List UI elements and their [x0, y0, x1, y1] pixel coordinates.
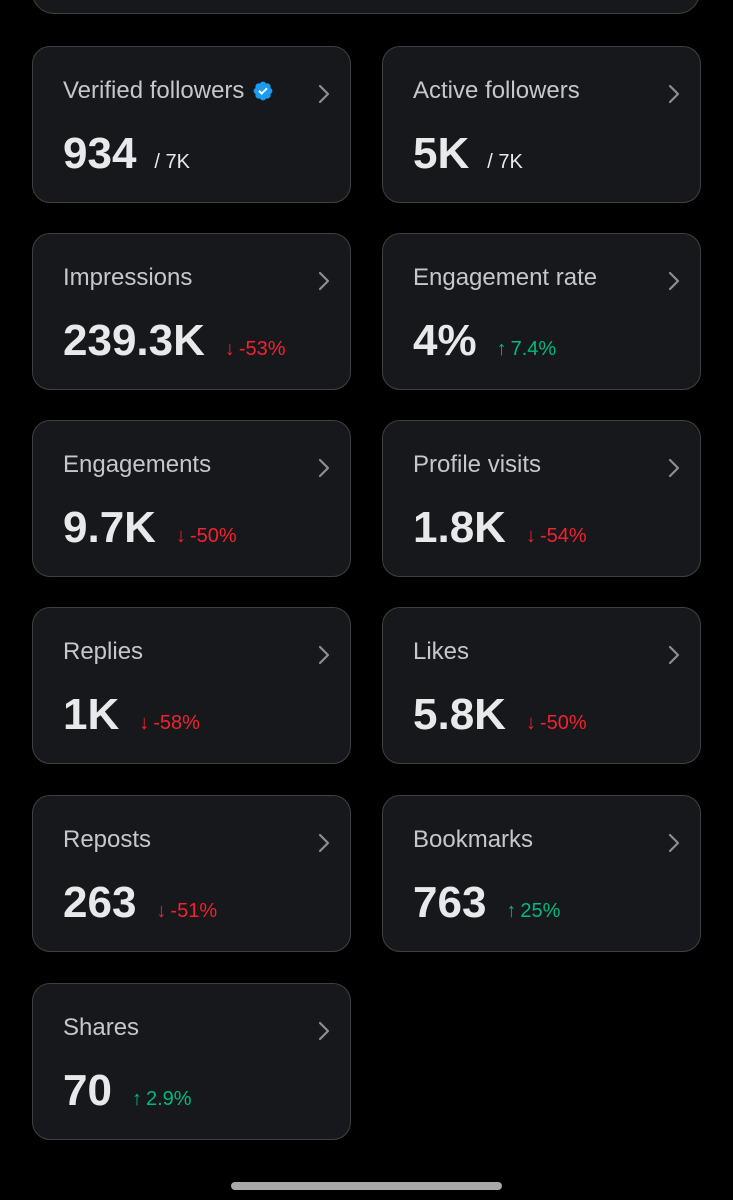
metric-card-likes[interactable]: Likes 5.8K ↓ -50%	[382, 607, 701, 764]
metric-change-value: -51%	[170, 900, 218, 922]
metric-change-value: -54%	[539, 525, 587, 547]
metric-change: ↓ -58%	[139, 712, 200, 735]
metric-change-value: 7.4%	[510, 338, 557, 360]
metric-card-impressions[interactable]: Impressions 239.3K ↓ -53%	[32, 233, 351, 390]
previous-card-partial	[32, 0, 700, 14]
home-indicator[interactable]	[231, 1182, 502, 1190]
metric-change-value: -50%	[539, 712, 587, 734]
chevron-right-icon	[318, 84, 330, 104]
arrow-up-icon: ↑	[506, 900, 517, 922]
arrow-down-icon: ↓	[139, 712, 150, 734]
metric-label: Active followers	[413, 77, 580, 104]
metric-value: 9.7K	[63, 503, 156, 552]
metric-value: 70	[63, 1066, 112, 1115]
metric-card-profile-visits[interactable]: Profile visits 1.8K ↓ -54%	[382, 420, 701, 577]
metric-card-bookmarks[interactable]: Bookmarks 763 ↑ 25%	[382, 795, 701, 952]
metric-value: 763	[413, 878, 487, 927]
metric-change: ↑ 7.4%	[497, 338, 557, 361]
metric-label: Impressions	[63, 264, 193, 291]
metric-value: 4%	[413, 316, 477, 365]
chevron-right-icon	[318, 833, 330, 853]
chevron-right-icon	[668, 458, 680, 478]
chevron-right-icon	[318, 1021, 330, 1041]
arrow-up-icon: ↑	[131, 1088, 142, 1110]
arrow-down-icon: ↓	[224, 338, 235, 360]
chevron-right-icon	[668, 833, 680, 853]
metric-value: 5K	[413, 129, 470, 178]
metric-change-value: -58%	[153, 712, 200, 734]
metric-value: 239.3K	[63, 316, 205, 365]
metric-change-value: -50%	[189, 525, 237, 547]
arrow-up-icon: ↑	[496, 338, 507, 360]
metric-card-verified-followers[interactable]: Verified followers 934 / 7K	[32, 46, 351, 203]
metric-label: Shares	[63, 1014, 140, 1041]
metric-total: / 7K	[487, 151, 523, 173]
metric-total: / 7K	[154, 151, 190, 173]
chevron-right-icon	[318, 271, 330, 291]
metric-change-value: 2.9%	[145, 1088, 192, 1110]
metric-change: ↓ -51%	[156, 900, 217, 923]
metric-change: ↓ -50%	[526, 712, 587, 735]
verified-badge-icon	[254, 81, 273, 101]
metric-card-engagements[interactable]: Engagements 9.7K ↓ -50%	[32, 420, 351, 577]
metric-card-shares[interactable]: Shares 70 ↑ 2.9%	[32, 983, 351, 1140]
metric-change-value: -53%	[238, 338, 286, 360]
metric-card-active-followers[interactable]: Active followers 5K / 7K	[382, 46, 701, 203]
metric-card-reposts[interactable]: Reposts 263 ↓ -51%	[32, 795, 351, 952]
metric-label: Engagements	[63, 451, 212, 478]
arrow-down-icon: ↓	[175, 525, 186, 547]
metric-value: 263	[63, 878, 137, 927]
chevron-right-icon	[318, 458, 330, 478]
metric-change: ↓ -54%	[526, 525, 587, 548]
metric-label: Bookmarks	[413, 826, 534, 853]
metric-label: Likes	[413, 638, 470, 665]
metric-label: Verified followers	[63, 77, 245, 104]
metric-label: Replies	[63, 638, 144, 665]
metric-value: 1K	[63, 690, 120, 739]
metric-value: 934	[63, 129, 137, 178]
metric-card-engagement-rate[interactable]: Engagement rate 4% ↑ 7.4%	[382, 233, 701, 390]
metric-change: ↑ 2.9%	[132, 1088, 192, 1111]
metric-label: Engagement rate	[413, 264, 598, 291]
chevron-right-icon	[668, 271, 680, 291]
metric-change-value: 25%	[520, 900, 561, 922]
metric-value: 1.8K	[413, 503, 506, 552]
metric-label: Reposts	[63, 826, 152, 853]
chevron-right-icon	[318, 645, 330, 665]
metric-card-replies[interactable]: Replies 1K ↓ -58%	[32, 607, 351, 764]
chevron-right-icon	[668, 645, 680, 665]
metric-change: ↓ -50%	[176, 525, 237, 548]
metric-change: ↓ -53%	[225, 338, 286, 361]
metric-change: ↑ 25%	[506, 900, 560, 923]
metric-label: Profile visits	[413, 451, 542, 478]
metric-value: 5.8K	[413, 690, 506, 739]
arrow-down-icon: ↓	[525, 525, 536, 547]
arrow-down-icon: ↓	[156, 900, 167, 922]
arrow-down-icon: ↓	[525, 712, 536, 734]
chevron-right-icon	[668, 84, 680, 104]
